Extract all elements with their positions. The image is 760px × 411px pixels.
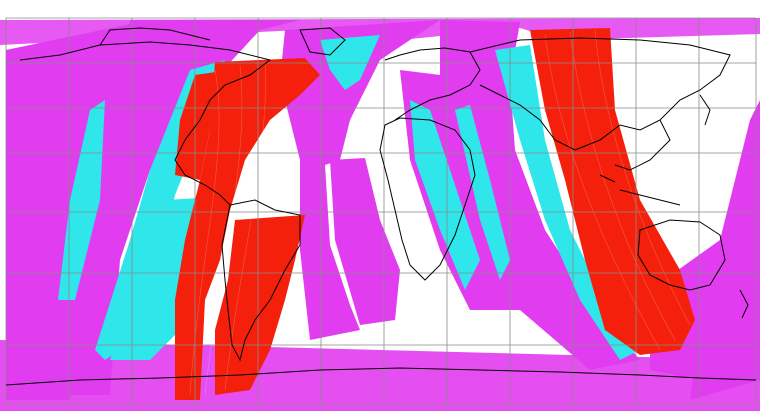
coastlines [5,27,757,386]
cyan-swath [58,100,105,300]
magenta-swath [280,20,440,340]
magenta-swath [440,20,640,370]
south-america-coastline [221,199,301,362]
africa-coastline [379,117,476,281]
map-grid [5,17,757,406]
north-america-coastline [19,41,272,206]
red-swath [215,215,305,395]
cyan-swath [495,45,640,360]
cyan-swath [410,100,480,290]
europe-coastline [384,47,481,121]
greenland-coastline [299,27,346,56]
magenta-swath [690,300,760,400]
magenta-swath [330,158,400,325]
red-swath [175,58,320,400]
cyan-swaths [58,35,640,360]
antarctica-coastline [5,367,757,386]
australia-coastline [637,219,726,291]
cyan-swath [320,35,380,90]
red-swath [175,70,230,180]
magenta-swath [60,20,300,395]
